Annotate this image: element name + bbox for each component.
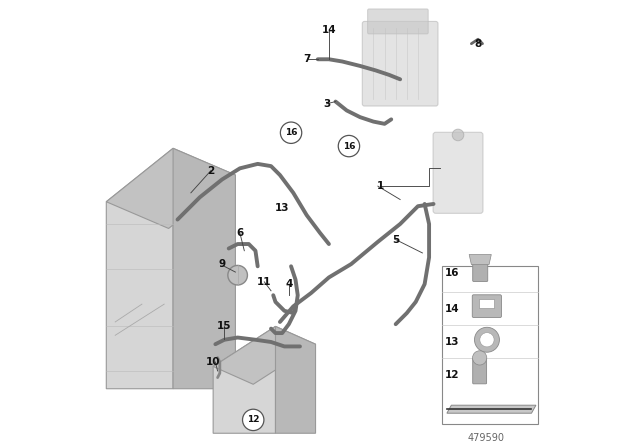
Circle shape (480, 332, 494, 347)
Text: 6: 6 (236, 228, 243, 238)
Text: 16: 16 (285, 128, 298, 137)
Circle shape (228, 265, 248, 285)
Text: 13: 13 (445, 337, 460, 347)
Polygon shape (275, 327, 316, 433)
FancyBboxPatch shape (367, 9, 428, 34)
Polygon shape (106, 148, 173, 389)
FancyBboxPatch shape (473, 358, 486, 384)
Polygon shape (469, 254, 492, 264)
Polygon shape (447, 405, 536, 413)
Text: 14: 14 (445, 304, 460, 314)
Polygon shape (213, 327, 316, 384)
Polygon shape (213, 327, 275, 433)
Text: 7: 7 (303, 54, 310, 64)
FancyBboxPatch shape (473, 258, 488, 281)
Text: 2: 2 (207, 166, 214, 176)
Text: 3: 3 (323, 99, 330, 109)
Text: 8: 8 (474, 39, 482, 49)
Text: 12: 12 (445, 370, 460, 380)
Circle shape (243, 409, 264, 431)
Text: 11: 11 (257, 277, 271, 287)
Text: 4: 4 (285, 279, 292, 289)
Text: 1: 1 (376, 181, 384, 191)
Text: 16: 16 (445, 268, 460, 278)
Text: 12: 12 (247, 415, 259, 424)
Polygon shape (106, 148, 236, 228)
Text: 9: 9 (218, 259, 226, 269)
Polygon shape (173, 148, 236, 389)
Text: 14: 14 (321, 26, 336, 35)
Circle shape (472, 351, 487, 365)
Text: 13: 13 (275, 203, 289, 213)
Circle shape (280, 122, 301, 143)
Text: 10: 10 (206, 357, 220, 367)
Text: 5: 5 (392, 235, 399, 245)
Bar (479, 299, 495, 308)
Text: 15: 15 (217, 321, 232, 332)
FancyBboxPatch shape (362, 22, 438, 106)
Text: 16: 16 (342, 142, 355, 151)
Circle shape (339, 135, 360, 157)
Circle shape (474, 327, 499, 352)
Bar (442, 266, 538, 424)
FancyBboxPatch shape (433, 132, 483, 213)
Circle shape (452, 129, 464, 141)
Text: 479590: 479590 (467, 433, 504, 443)
FancyBboxPatch shape (472, 295, 501, 318)
